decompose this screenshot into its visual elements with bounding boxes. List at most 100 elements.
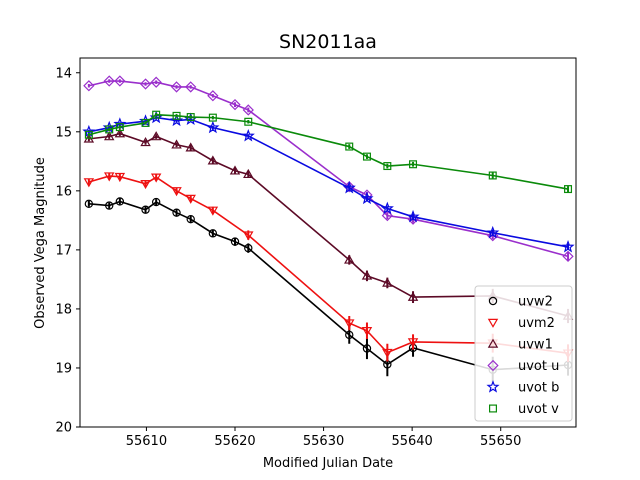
y-tick-label: 20 (55, 421, 72, 436)
x-tick-label: 55640 (391, 434, 432, 449)
x-axis-label: Modified Julian Date (263, 456, 393, 471)
legend-box (474, 285, 573, 422)
data-point (362, 344, 372, 353)
y-axis-ticks: 14 15 16 17 18 19 20 (55, 66, 80, 436)
data-point (105, 125, 114, 134)
data-point (171, 139, 182, 149)
data-point (207, 90, 219, 102)
data-point (170, 81, 183, 93)
legend-marker (488, 296, 498, 306)
data-point (409, 160, 418, 169)
data-point (486, 225, 500, 239)
series-line (88, 200, 569, 371)
legend-label: uvot u (518, 359, 559, 374)
data-point (185, 142, 196, 152)
data-point (244, 243, 253, 253)
x-tick-label: 55630 (303, 434, 344, 449)
data-point (186, 113, 195, 122)
y-tick-label: 15 (55, 125, 72, 140)
x-tick-label: 55650 (480, 434, 521, 449)
data-point (185, 194, 196, 204)
data-point (562, 250, 574, 263)
data-point (208, 113, 217, 122)
data-point (206, 120, 220, 134)
series-line (88, 132, 569, 317)
plot-frame (79, 57, 577, 428)
legend-item: uvw2 (488, 295, 553, 310)
data-point (115, 123, 124, 132)
data-point (381, 209, 393, 222)
legend-label: uvw1 (518, 338, 553, 353)
data-point (140, 180, 151, 190)
data-point (150, 173, 162, 183)
legend-item: uvm2 (487, 316, 555, 331)
data-point (150, 76, 162, 88)
data-point (243, 168, 254, 179)
data-point (83, 80, 95, 92)
data-point (84, 130, 93, 139)
data-point (185, 81, 197, 93)
data-point (172, 208, 181, 217)
data-point (243, 231, 254, 241)
data-point (152, 110, 161, 119)
data-point (114, 172, 126, 183)
data-point (362, 152, 371, 161)
data-point (83, 178, 95, 188)
data-point (114, 128, 126, 138)
data-point (380, 201, 394, 215)
data-point (105, 201, 114, 210)
x-tick-label: 55620 (214, 434, 255, 449)
data-point (561, 240, 575, 253)
data-point (140, 137, 151, 147)
legend-item: uvot u (487, 359, 559, 374)
series-uvot-v (84, 110, 573, 194)
data-point (343, 181, 355, 193)
data-point (141, 118, 150, 127)
y-axis-label: Observed Vega Magnitude (33, 157, 48, 329)
legend-item: uvot v (489, 402, 559, 417)
data-point (344, 319, 355, 329)
data-point (171, 187, 182, 197)
data-point (150, 131, 162, 141)
data-point (564, 185, 573, 194)
data-point (151, 197, 161, 207)
data-point (229, 98, 241, 111)
chart-title: SN2011aa (279, 31, 377, 53)
data-point (172, 111, 181, 120)
data-point (114, 75, 126, 87)
data-point (382, 277, 393, 287)
data-point (242, 104, 254, 116)
data-point (407, 338, 419, 348)
data-point (244, 117, 253, 126)
series-uvw2 (84, 197, 573, 383)
data-point (407, 291, 419, 301)
legend-marker (487, 338, 499, 348)
series-line (88, 80, 569, 258)
y-tick-label: 19 (55, 361, 72, 376)
legend-marker (486, 380, 500, 393)
data-point (488, 171, 497, 180)
legend-marker (489, 404, 498, 413)
data-point (186, 214, 195, 224)
x-tick-label: 55610 (126, 434, 167, 449)
legend-marker (487, 359, 499, 372)
legend-marker (487, 318, 499, 328)
y-tick-label: 17 (55, 243, 72, 258)
data-point (360, 191, 374, 205)
data-point (342, 180, 356, 194)
data-point (84, 199, 94, 209)
data-point (344, 254, 355, 264)
data-point (345, 330, 354, 340)
data-point (406, 209, 420, 223)
y-tick-label: 16 (55, 184, 72, 199)
data-point (382, 348, 393, 359)
data-point (103, 131, 115, 141)
data-point (361, 327, 373, 337)
legend-item: uvot b (486, 380, 559, 396)
data-point (383, 162, 392, 171)
data-point (139, 78, 152, 90)
data-point (229, 165, 241, 175)
data-point (103, 172, 115, 182)
legend-label: uvm2 (518, 316, 555, 331)
